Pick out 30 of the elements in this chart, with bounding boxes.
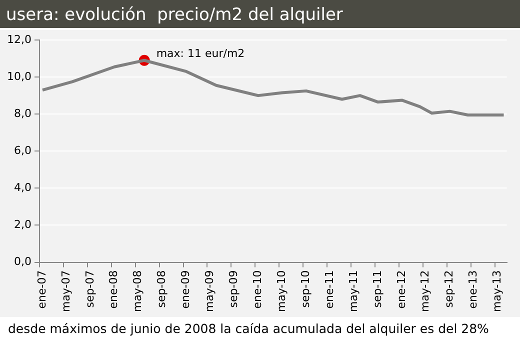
x-tick-label: sep-08 [155,270,168,308]
x-tick-label: may-08 [131,270,144,312]
x-tick-label: ene-08 [107,270,120,309]
y-tick-label: 8,0 [14,106,32,120]
x-tick-label: may-11 [346,270,360,312]
annotation: max: 11 eur/m2 [156,47,245,60]
y-tick-label: 12,0 [6,32,32,46]
x-tick-label: ene-07 [35,270,48,309]
x-tick-label: sep-07 [83,270,96,308]
x-tick-label: may-10 [274,270,288,312]
x-tick-label: ene-09 [179,270,192,309]
x-tick-label: may-12 [418,270,432,312]
chart-title: usera: evolución precio/m2 del alquiler [0,0,520,30]
x-tick-label: ene-10 [251,270,264,309]
x-tick-label: may-09 [203,270,216,312]
x-tick-label: ene-11 [322,270,336,309]
x-tick-label: sep-11 [370,270,384,308]
y-tick-label: 4,0 [14,181,32,194]
y-tick-label: 2,0 [14,218,32,232]
x-tick-label: sep-12 [442,270,456,308]
y-tick-label: 0,0 [14,255,32,268]
x-tick-label: sep-10 [298,270,312,308]
x-tick-label: may-07 [59,270,72,312]
y-tick-label: 10,0 [6,70,32,83]
x-tick-label: may-13 [490,270,504,312]
x-tick-label: ene-12 [394,270,408,309]
text: desde máximos de junio de 2008 la caída acumulada del alquiler es del 28% [7,320,490,336]
x-tick-label: sep-09 [227,270,240,308]
y-tick-label: 6,0 [14,144,32,157]
x-tick-label: ene-13 [466,270,480,309]
